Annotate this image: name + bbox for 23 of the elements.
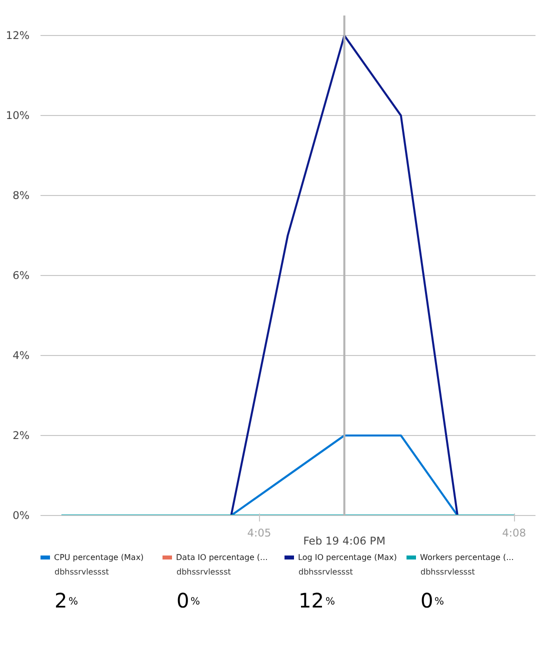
legend-label: Workers percentage (... [420,552,515,562]
y-tick-label: 6% [12,269,30,282]
ref-line-label: Feb 19 4:06 PM [303,534,386,548]
y-tick-label: 10% [6,109,30,122]
y-tick-label: 0% [12,509,30,522]
x-tick-label: 4:05 [247,526,272,540]
y-tick-label: 12% [6,29,30,42]
text: 12% [298,588,336,612]
text: dbhssrvlessst [54,568,109,576]
x-tick-label: 4:08 [502,526,526,540]
legend-label: CPU percentage (Max) [54,552,145,562]
y-tick-label: 8% [12,189,30,202]
y-tick-label: 2% [12,429,30,442]
text: 0% [176,588,200,612]
text: 2% [54,588,78,612]
line-series [230,34,459,516]
text: dbhssrvlessst [420,568,475,576]
legend-label: Log IO percentage (Max) [298,552,398,562]
text: dbhssrvlessst [298,568,353,576]
legend-label: Data IO percentage (... [176,552,269,562]
y-tick-label: 4% [12,349,30,362]
text: 0% [420,588,444,612]
text: dbhssrvlessst [176,568,231,576]
